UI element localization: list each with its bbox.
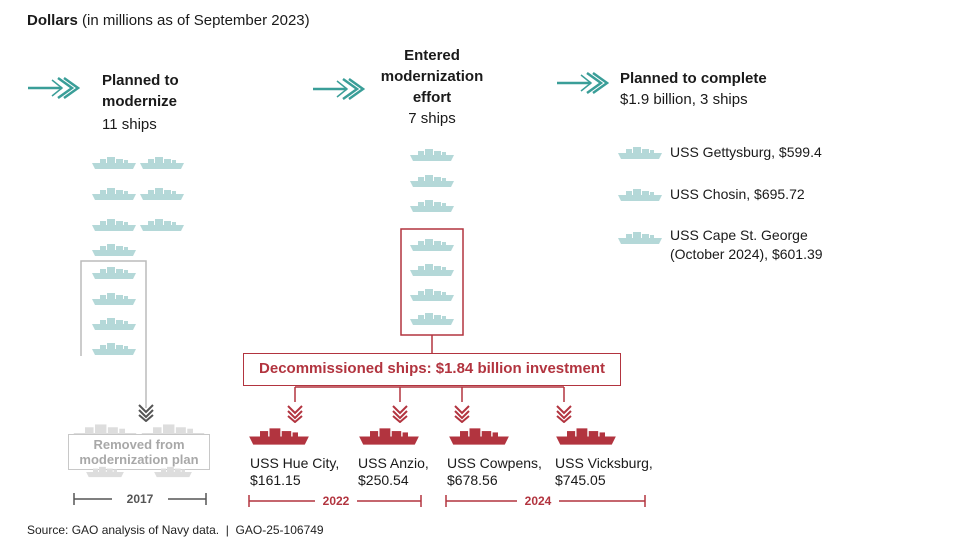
ship-amount: $161.15 [250,472,301,488]
removed-box: Removed from modernization plan [68,434,210,470]
source-note: Source: GAO analysis of Navy data. | GAO… [27,523,324,537]
ship-icon [248,427,310,446]
down-chevron-icon [391,405,409,423]
timeline-2022-2024 [248,495,646,507]
year-2022: 2022 [322,494,350,508]
chart-header: Dollars (in millions as of September 202… [27,12,310,29]
col2-count: 7 ships [408,110,456,127]
completed-ship-gettysburg: USS Gettysburg, $599.4 [670,144,822,160]
col2-title: Entered modernization effort [380,47,484,106]
ship-icon [358,427,420,446]
ship-icon [618,146,662,160]
decommissioned-box: Decommissioned ships: $1.84 billion inve… [243,353,621,386]
ship-name: USS Hue City, [250,455,340,471]
down-chevron-icon [286,405,304,423]
ship-icon [448,427,510,446]
ship-amount: $678.56 [447,472,498,488]
decommissioned-ship-hue-city: USS Hue City, $161.15 [250,455,339,489]
ship-name: USS Vicksburg, [555,455,653,471]
decommissioned-ship-anzio: USS Anzio, $250.54 [358,455,429,489]
decommissioned-ship-cowpens: USS Cowpens, $678.56 [447,455,542,489]
decommissioned-ship-vicksburg: USS Vicksburg, $745.05 [555,455,653,489]
ship-icon [555,427,617,446]
timeline-2017 [73,493,207,505]
ship-name: USS Cowpens, [447,455,542,471]
col3-subtitle: $1.9 billion, 3 ships [620,91,748,108]
ship-name: USS Anzio, [358,455,429,471]
header-rest: (in millions as of September 2023) [77,12,310,29]
col1-title: Planned to modernize [102,72,179,110]
year-2017: 2017 [126,492,154,506]
col3-title: Planned to complete [620,70,767,87]
year-2024: 2024 [524,494,552,508]
ship-amount: $745.05 [555,472,606,488]
down-chevron-icon [555,405,573,423]
completed-ship-cape-st-george: USS Cape St. George (October 2024), $601… [670,227,823,262]
col1-count: 11 ships [102,116,157,133]
ship-icon [618,188,662,202]
down-chevron-icon [453,405,471,423]
header-bold: Dollars [27,12,78,29]
completed-ship-chosin: USS Chosin, $695.72 [670,186,805,202]
ship-amount: $250.54 [358,472,409,488]
ship-icon [618,231,662,245]
removed-connector [80,260,147,408]
